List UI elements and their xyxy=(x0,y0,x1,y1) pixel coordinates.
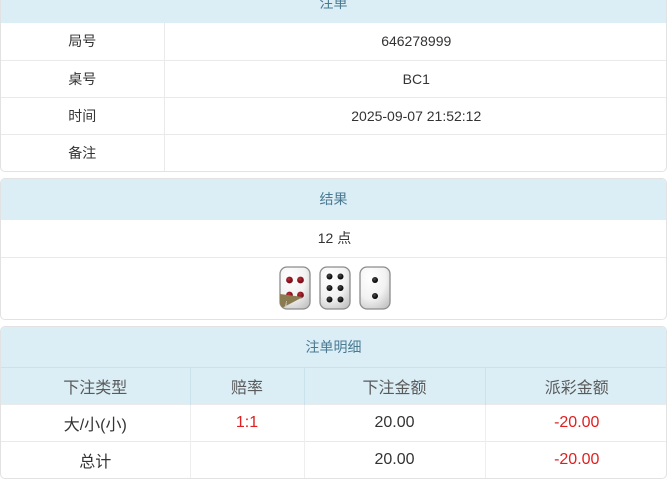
svg-text:i: i xyxy=(285,299,287,308)
